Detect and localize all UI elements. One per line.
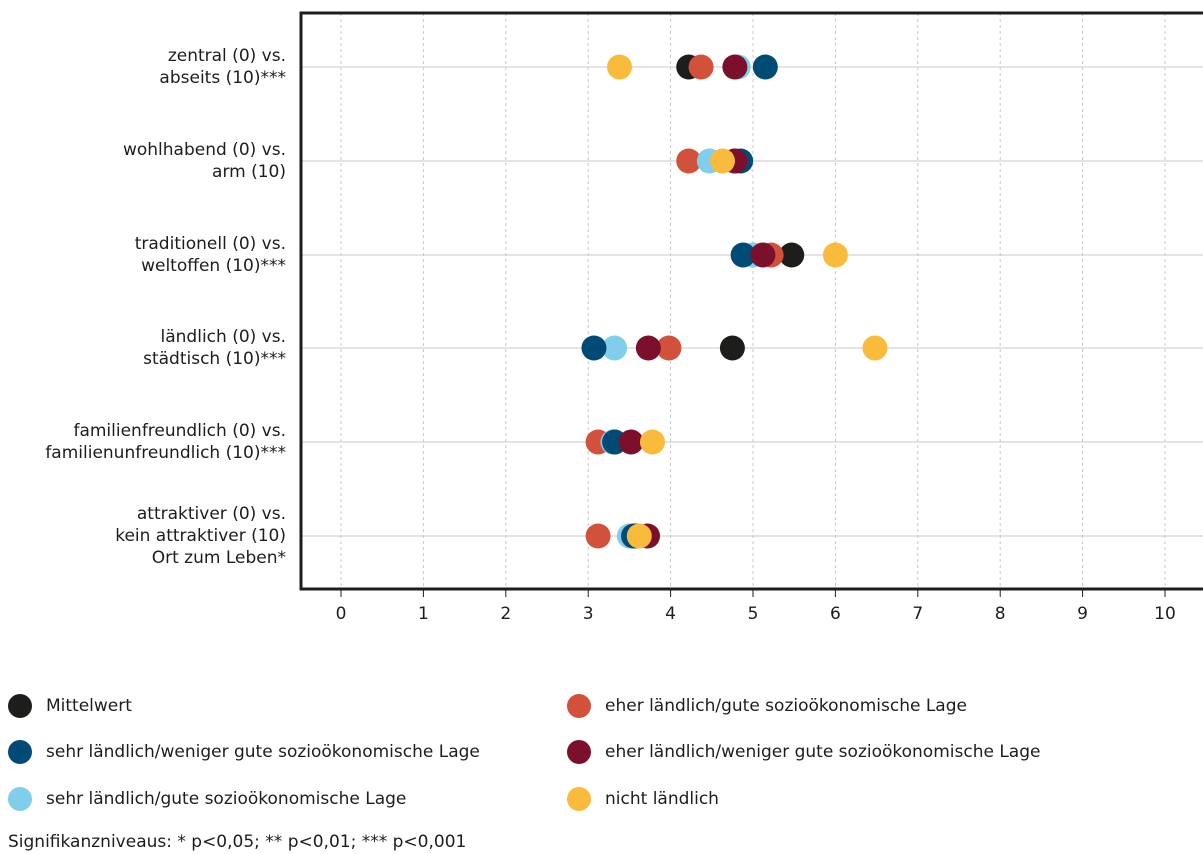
legend-item: sehr ländlich/weniger gute sozioökonomis…	[8, 740, 480, 764]
legend-label: nicht ländlich	[605, 789, 719, 809]
category-label: zentral (0) vs.	[168, 46, 286, 66]
data-point	[602, 335, 628, 361]
x-tick-label: 5	[748, 604, 759, 624]
category-labels: zentral (0) vs.abseits (10)*** wohlhabend…	[45, 46, 286, 568]
data-point	[656, 335, 682, 361]
legend-item: sehr ländlich/gute sozioökonomische Lage	[8, 787, 406, 811]
data-point	[730, 242, 756, 268]
significance-footnote: Signifikanzniveaus: * p<0,05; ** p<0,01;…	[8, 832, 467, 852]
legend-label: sehr ländlich/gute sozioökonomische Lage	[46, 789, 407, 809]
legend-item: eher ländlich/gute sozioökonomische Lage	[567, 694, 967, 718]
data-points	[581, 54, 888, 549]
x-tick-label: 9	[1077, 604, 1088, 624]
category-row-lines	[301, 66, 1203, 537]
data-point	[822, 242, 848, 268]
data-point	[607, 54, 633, 80]
category-label: arm (10)	[212, 162, 286, 182]
category-label: attraktiver (0) vs.	[137, 504, 286, 524]
data-point	[688, 54, 714, 80]
data-point	[750, 242, 776, 268]
category-label: kein attraktiver (10)	[115, 526, 286, 546]
category-label: familienfreundlich (0) vs.	[73, 421, 286, 441]
grid-lines	[340, 13, 1166, 589]
legend-swatch	[8, 694, 32, 718]
dot-plot-chart: zentral (0) vs.abseits (10)*** wohlhabend…	[45, 11, 1203, 624]
x-tick-label: 4	[665, 604, 676, 624]
x-axis-ticks: 0 1 2 3 4 5 6 7 8 9 10	[336, 589, 1176, 624]
category-label: familienunfreundlich (10)***	[45, 443, 286, 463]
legend-item: eher ländlich/weniger gute sozioökonomis…	[567, 740, 1040, 764]
category-label: weltoffen (10)***	[141, 256, 286, 276]
data-point	[722, 54, 748, 80]
data-point	[626, 523, 652, 549]
data-point	[779, 242, 805, 268]
data-point	[676, 148, 702, 174]
data-point	[752, 54, 778, 80]
legend-label: sehr ländlich/weniger gute sozioökonomis…	[46, 742, 480, 762]
legend-item: Mittelwert	[8, 694, 132, 718]
category-label: ländlich (0) vs.	[161, 327, 286, 347]
x-tick-label: 10	[1154, 604, 1176, 624]
data-point	[635, 335, 661, 361]
legend-swatch	[567, 740, 591, 764]
data-point	[618, 429, 644, 455]
legend-label: eher ländlich/gute sozioökonomische Lage	[605, 696, 967, 716]
legend-item: nicht ländlich	[567, 787, 719, 811]
data-point	[710, 148, 736, 174]
data-point	[862, 335, 888, 361]
x-tick-label: 2	[500, 604, 511, 624]
data-point	[639, 429, 665, 455]
legend-swatch	[8, 740, 32, 764]
x-tick-label: 8	[995, 604, 1006, 624]
data-point	[581, 335, 607, 361]
x-tick-label: 3	[583, 604, 594, 624]
category-label: Ort zum Leben*	[152, 548, 286, 568]
plot-frame	[299, 11, 1203, 591]
x-tick-label: 0	[336, 604, 347, 624]
category-label: wohlhabend (0) vs.	[123, 140, 286, 160]
data-point	[719, 335, 745, 361]
x-tick-label: 1	[418, 604, 429, 624]
legend-label: eher ländlich/weniger gute sozioökonomis…	[605, 742, 1041, 762]
legend-swatch	[567, 787, 591, 811]
x-tick-label: 6	[830, 604, 841, 624]
category-label: traditionell (0) vs.	[135, 234, 286, 254]
legend: Mittelwert sehr ländlich/weniger gute soz…	[0, 688, 1203, 818]
x-tick-label: 7	[912, 604, 923, 624]
legend-swatch	[8, 787, 32, 811]
legend-swatch	[567, 694, 591, 718]
category-label: städtisch (10)***	[143, 349, 286, 369]
data-point	[585, 523, 611, 549]
category-label: abseits (10)***	[159, 68, 286, 88]
legend-label: Mittelwert	[46, 696, 132, 716]
